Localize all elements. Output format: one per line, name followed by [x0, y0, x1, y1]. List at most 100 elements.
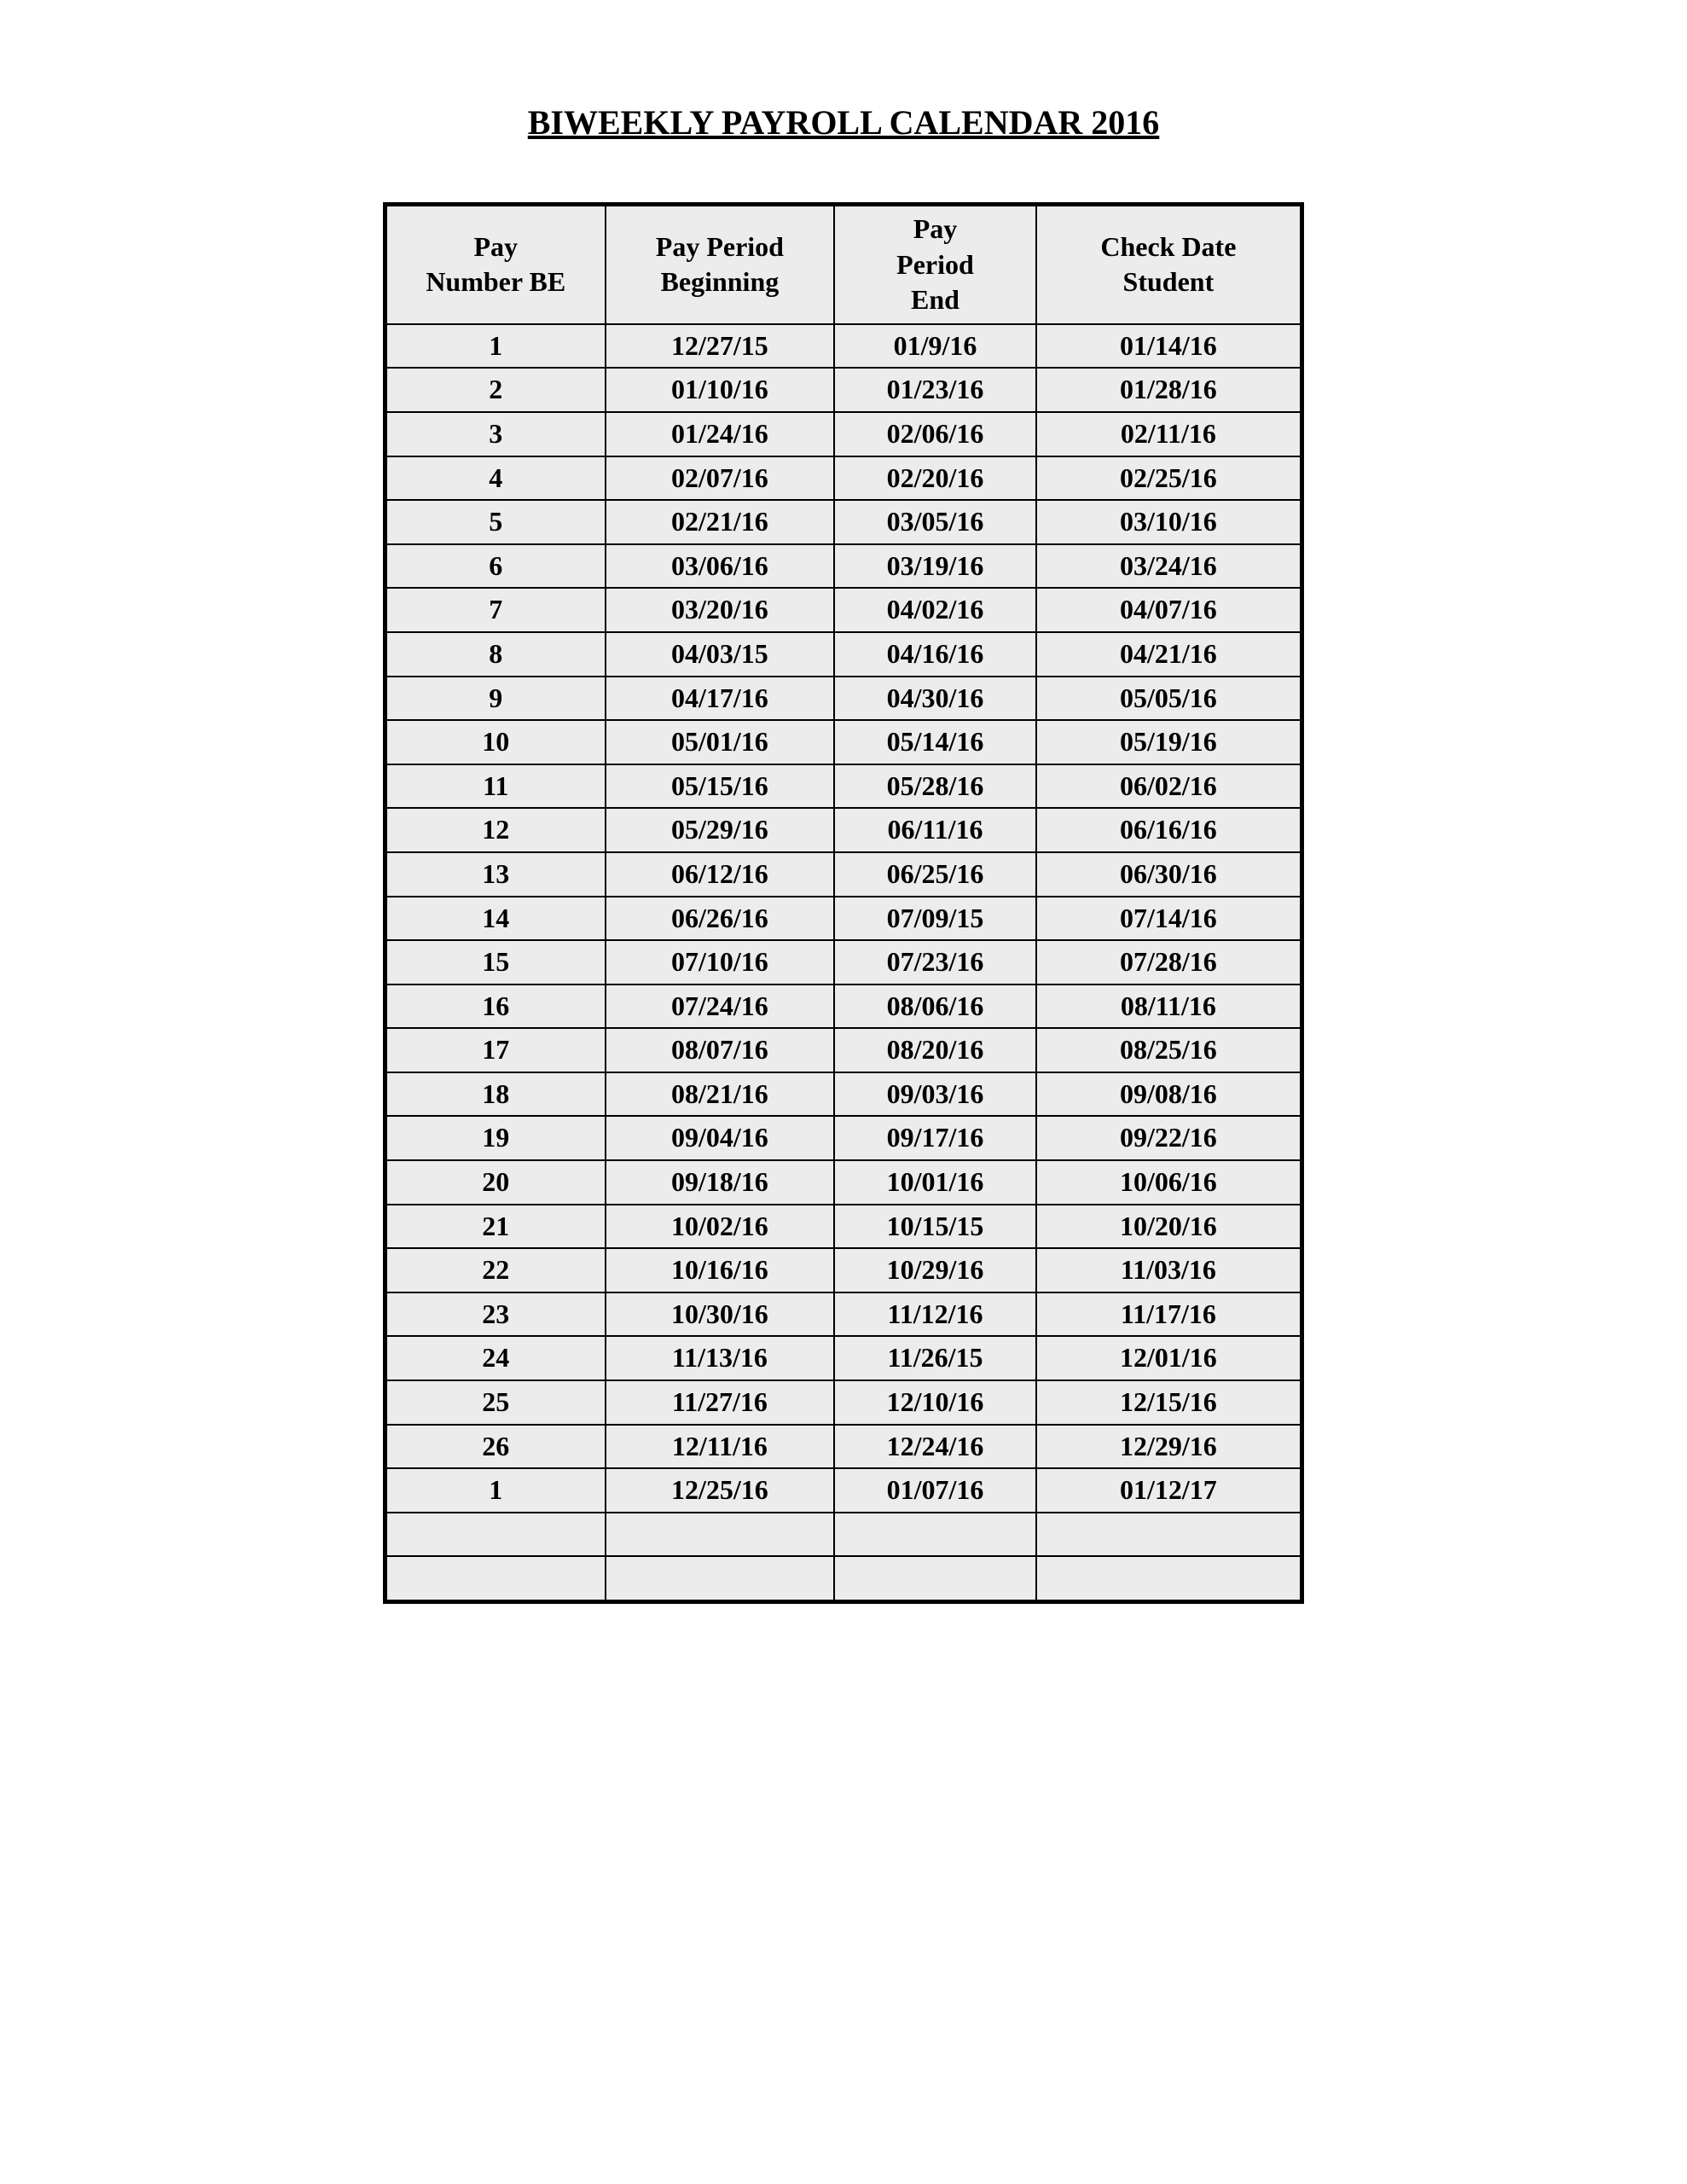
- table-cell: 11: [386, 764, 606, 809]
- col-label: PayPeriodEnd: [896, 213, 974, 315]
- col-pay-number: PayNumber BE: [386, 205, 606, 324]
- table-cell: 20: [386, 1160, 606, 1205]
- table-cell: 12/10/16: [834, 1380, 1036, 1425]
- page-title: BIWEEKLY PAYROLL CALENDAR 2016: [0, 102, 1687, 142]
- table-cell: 5: [386, 500, 606, 544]
- table-cell: 10/01/16: [834, 1160, 1036, 1205]
- table-cell: 26: [386, 1425, 606, 1469]
- table-row: 1708/07/1608/20/1608/25/16: [386, 1028, 1302, 1072]
- table-cell: 04/16/16: [834, 632, 1036, 677]
- table-cell: 09/03/16: [834, 1072, 1036, 1117]
- table-cell: 03/19/16: [834, 544, 1036, 589]
- table-cell: 1: [386, 1468, 606, 1513]
- table-cell: 12/24/16: [834, 1425, 1036, 1469]
- table-row: 1507/10/1607/23/1607/28/16: [386, 940, 1302, 985]
- table-cell: 04/03/15: [606, 632, 835, 677]
- table-row: 2511/27/1612/10/1612/15/16: [386, 1380, 1302, 1425]
- table-cell: 3: [386, 412, 606, 456]
- table-row: 2210/16/1610/29/1611/03/16: [386, 1248, 1302, 1292]
- table-row: 2310/30/1611/12/1611/17/16: [386, 1292, 1302, 1337]
- table-cell: 01/10/16: [606, 368, 835, 412]
- table-cell: 04/17/16: [606, 677, 835, 721]
- table-row: 1306/12/1606/25/1606/30/16: [386, 852, 1302, 897]
- table-row: 1607/24/1608/06/1608/11/16: [386, 985, 1302, 1029]
- table-cell: 11/26/15: [834, 1336, 1036, 1380]
- table-cell: 09/17/16: [834, 1116, 1036, 1160]
- table-cell: 05/28/16: [834, 764, 1036, 809]
- table-cell: 05/15/16: [606, 764, 835, 809]
- table-cell: 09/18/16: [606, 1160, 835, 1205]
- table-cell: 06/16/16: [1036, 808, 1302, 852]
- table-cell: 04/21/16: [1036, 632, 1302, 677]
- table-cell: 08/25/16: [1036, 1028, 1302, 1072]
- col-period-beginning: Pay PeriodBeginning: [606, 205, 835, 324]
- table-row: 1205/29/1606/11/1606/16/16: [386, 808, 1302, 852]
- table-cell: [834, 1513, 1036, 1557]
- table-cell: 13: [386, 852, 606, 897]
- table-cell: 02/20/16: [834, 456, 1036, 501]
- table-cell: 08/07/16: [606, 1028, 835, 1072]
- table-cell: 12/29/16: [1036, 1425, 1302, 1469]
- table-cell: 03/10/16: [1036, 500, 1302, 544]
- col-label: Pay PeriodBeginning: [656, 231, 784, 298]
- table-cell: 6: [386, 544, 606, 589]
- table-row: [386, 1513, 1302, 1557]
- table-cell: 1: [386, 324, 606, 369]
- table-cell: 01/24/16: [606, 412, 835, 456]
- table-row: 1808/21/1609/03/1609/08/16: [386, 1072, 1302, 1117]
- table-cell: 12: [386, 808, 606, 852]
- table-cell: 16: [386, 985, 606, 1029]
- table-cell: 12/01/16: [1036, 1336, 1302, 1380]
- table-cell: 2: [386, 368, 606, 412]
- table-cell: 24: [386, 1336, 606, 1380]
- table-cell: 11/17/16: [1036, 1292, 1302, 1337]
- table-cell: 09/22/16: [1036, 1116, 1302, 1160]
- table-cell: 11/03/16: [1036, 1248, 1302, 1292]
- table-row: [386, 1556, 1302, 1601]
- table-cell: [834, 1556, 1036, 1601]
- table-cell: 25: [386, 1380, 606, 1425]
- table-cell: 04/07/16: [1036, 588, 1302, 632]
- table-cell: 14: [386, 897, 606, 941]
- table-cell: 07/28/16: [1036, 940, 1302, 985]
- table-cell: 9: [386, 677, 606, 721]
- table-cell: 02/21/16: [606, 500, 835, 544]
- table-cell: 12/27/15: [606, 324, 835, 369]
- table-cell: 7: [386, 588, 606, 632]
- table-cell: 12/11/16: [606, 1425, 835, 1469]
- table-cell: 17: [386, 1028, 606, 1072]
- table-cell: 12/15/16: [1036, 1380, 1302, 1425]
- table-header: PayNumber BE Pay PeriodBeginning PayPeri…: [386, 205, 1302, 324]
- table-cell: 05/29/16: [606, 808, 835, 852]
- table-row: 1005/01/1605/14/1605/19/16: [386, 720, 1302, 764]
- table-cell: 01/12/17: [1036, 1468, 1302, 1513]
- table-cell: 02/06/16: [834, 412, 1036, 456]
- table-cell: 10/06/16: [1036, 1160, 1302, 1205]
- table-cell: [606, 1513, 835, 1557]
- table-cell: 01/23/16: [834, 368, 1036, 412]
- table-cell: 08/06/16: [834, 985, 1036, 1029]
- table-cell: 09/08/16: [1036, 1072, 1302, 1117]
- table-cell: 21: [386, 1205, 606, 1249]
- table-cell: 04/30/16: [834, 677, 1036, 721]
- table-row: 904/17/1604/30/1605/05/16: [386, 677, 1302, 721]
- table-cell: 07/09/15: [834, 897, 1036, 941]
- table-cell: 10/20/16: [1036, 1205, 1302, 1249]
- table-cell: 07/10/16: [606, 940, 835, 985]
- table-cell: 10/29/16: [834, 1248, 1036, 1292]
- table-cell: 11/12/16: [834, 1292, 1036, 1337]
- table-cell: 03/05/16: [834, 500, 1036, 544]
- table-cell: [386, 1513, 606, 1557]
- table-cell: 05/14/16: [834, 720, 1036, 764]
- table-cell: 02/25/16: [1036, 456, 1302, 501]
- col-label: Check DateStudent: [1100, 231, 1236, 298]
- table-cell: 10/30/16: [606, 1292, 835, 1337]
- table-cell: 09/04/16: [606, 1116, 835, 1160]
- table-row: 2411/13/1611/26/1512/01/16: [386, 1336, 1302, 1380]
- table-cell: 06/26/16: [606, 897, 835, 941]
- col-check-date: Check DateStudent: [1036, 205, 1302, 324]
- col-label: PayNumber BE: [426, 231, 565, 298]
- table-cell: 19: [386, 1116, 606, 1160]
- table-row: 112/25/1601/07/1601/12/17: [386, 1468, 1302, 1513]
- table-cell: [1036, 1513, 1302, 1557]
